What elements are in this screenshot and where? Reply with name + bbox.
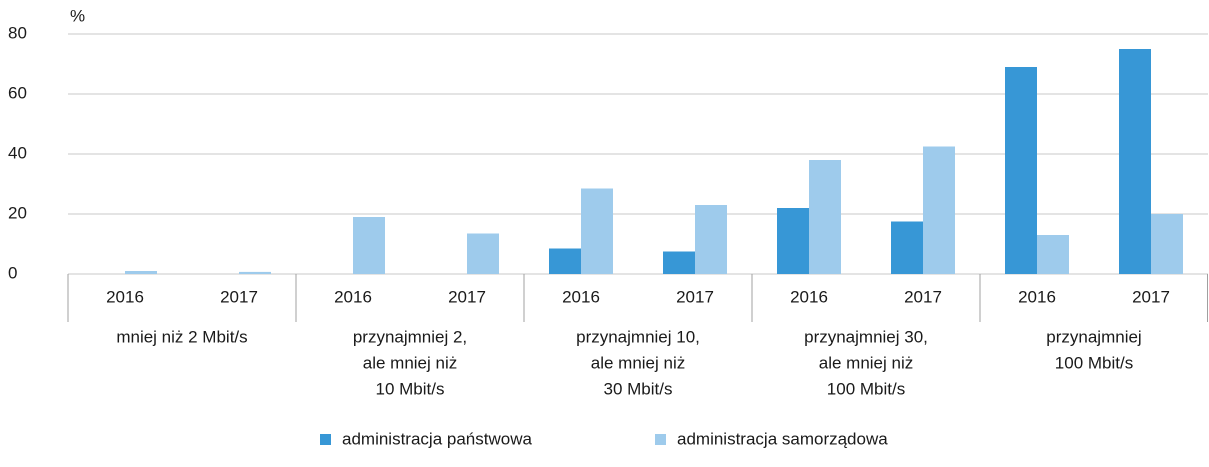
group-label: przynajmniej 2, xyxy=(353,327,467,346)
y-tick-label: 0 xyxy=(8,263,17,282)
bar xyxy=(923,146,955,274)
bar xyxy=(1151,214,1183,274)
bar xyxy=(695,205,727,274)
bar xyxy=(1037,235,1069,274)
x-tick-label: 2016 xyxy=(334,287,372,306)
group-label: 30 Mbit/s xyxy=(604,379,673,398)
bar xyxy=(891,221,923,274)
group-label: przynajmniej 30, xyxy=(804,327,928,346)
group-label: ale mniej niż xyxy=(819,353,914,372)
x-tick-label: 2017 xyxy=(676,287,714,306)
bar xyxy=(1119,49,1151,274)
x-tick-label: 2016 xyxy=(790,287,828,306)
legend-label: administracja samorządowa xyxy=(677,429,888,448)
group-label: przynajmniej 10, xyxy=(576,327,700,346)
y-tick-label: 60 xyxy=(8,83,27,102)
y-tick-label: 20 xyxy=(8,203,27,222)
y-tick-label: 80 xyxy=(8,23,27,42)
bar xyxy=(1005,67,1037,274)
y-tick-label: 40 xyxy=(8,143,27,162)
y-axis-unit: % xyxy=(70,6,85,25)
x-tick-label: 2017 xyxy=(448,287,486,306)
legend-swatch xyxy=(320,434,331,445)
bar xyxy=(581,188,613,274)
legend-label: administracja państwowa xyxy=(342,429,532,448)
x-tick-label: 2016 xyxy=(106,287,144,306)
bar xyxy=(809,160,841,274)
bar xyxy=(663,251,695,274)
legend-swatch xyxy=(655,434,666,445)
x-tick-label: 2017 xyxy=(904,287,942,306)
group-label: przynajmniej xyxy=(1046,327,1141,346)
bar xyxy=(467,233,499,274)
group-label: 100 Mbit/s xyxy=(1055,353,1133,372)
x-tick-label: 2017 xyxy=(1132,287,1170,306)
group-label: 10 Mbit/s xyxy=(376,379,445,398)
bar xyxy=(125,271,157,274)
group-label: ale mniej niż xyxy=(363,353,458,372)
group-label: 100 Mbit/s xyxy=(827,379,905,398)
bar xyxy=(353,217,385,274)
group-label: mniej niż 2 Mbit/s xyxy=(116,327,247,346)
bar xyxy=(777,208,809,274)
bar xyxy=(549,248,581,274)
x-tick-label: 2017 xyxy=(220,287,258,306)
x-tick-label: 2016 xyxy=(1018,287,1056,306)
group-label: ale mniej niż xyxy=(591,353,686,372)
bar xyxy=(239,271,271,274)
x-tick-label: 2016 xyxy=(562,287,600,306)
